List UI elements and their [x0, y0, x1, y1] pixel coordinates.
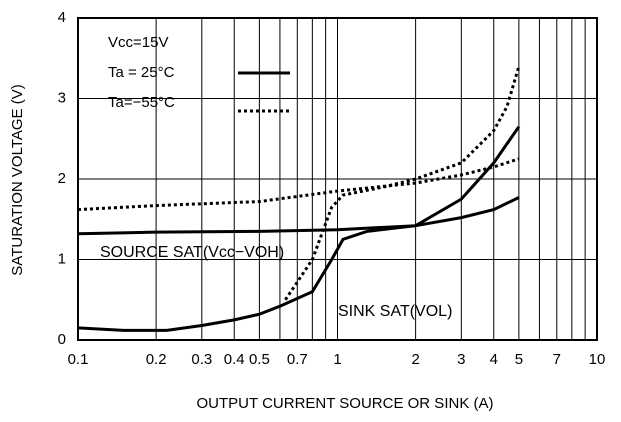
x-tick-label: 10	[589, 351, 606, 368]
x-tick-label: 0.4	[224, 351, 245, 368]
y-tick-label: 4	[58, 9, 66, 26]
series-line	[284, 65, 521, 301]
annotation: SOURCE SAT(Vcc−VOH)	[100, 244, 284, 261]
annotation: SINK SAT(VOL)	[338, 303, 452, 320]
x-tick-label: 2	[411, 351, 419, 368]
x-axis-label: OUTPUT CURRENT SOURCE OR SINK (A)	[197, 395, 494, 412]
x-tick-label: 3	[457, 351, 465, 368]
legend-label: Ta=−55°C	[108, 94, 175, 111]
series-line	[77, 125, 521, 332]
legend-label: Ta = 25°C	[108, 64, 175, 81]
x-tick-label: 5	[515, 351, 523, 368]
y-tick-label: 1	[58, 250, 66, 267]
legend-title: Vcc=15V	[108, 34, 168, 51]
series-line	[77, 196, 520, 236]
x-tick-label: 4	[490, 351, 498, 368]
x-tick-label: 7	[553, 351, 561, 368]
x-tick-label: 0.5	[249, 351, 270, 368]
y-tick-label: 3	[58, 89, 66, 106]
x-tick-label: 0.2	[146, 351, 167, 368]
y-tick-label: 2	[58, 170, 66, 187]
x-tick-label: 0.3	[191, 351, 212, 368]
x-tick-label: 0.7	[287, 351, 308, 368]
x-tick-label: 0.1	[68, 351, 89, 368]
y-tick-label: 0	[58, 331, 66, 348]
y-axis-label: SATURATION VOLTAGE (V)	[9, 84, 26, 275]
plot-frame	[77, 17, 598, 341]
x-tick-label: 1	[333, 351, 341, 368]
